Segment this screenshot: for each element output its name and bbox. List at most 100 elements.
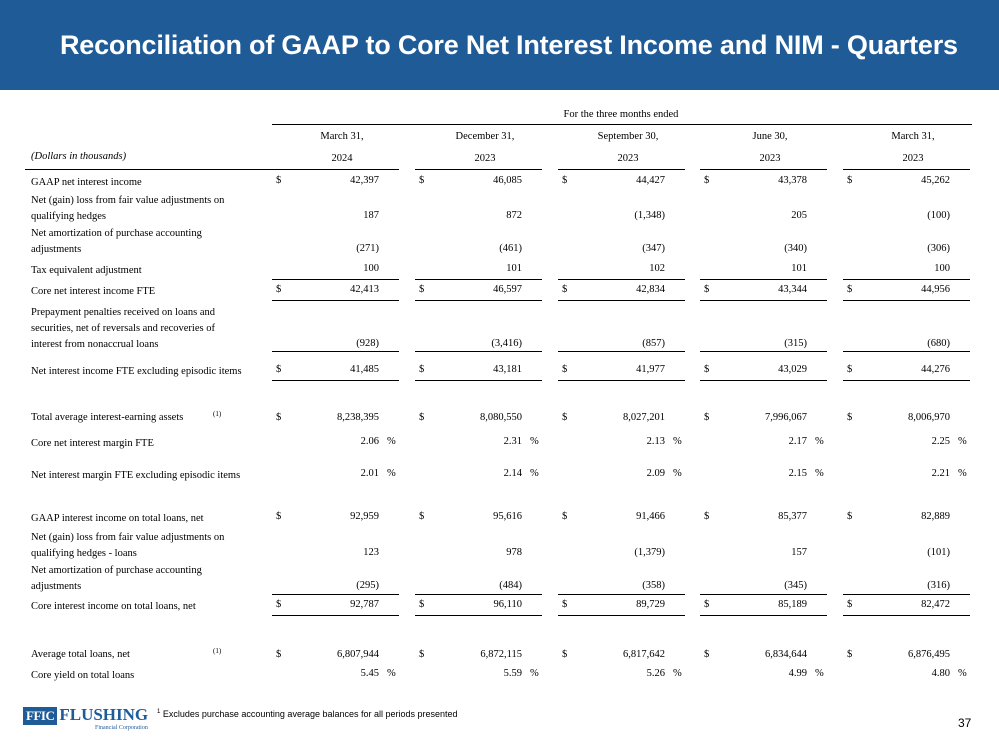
row-label-line: securities, net of reversals and recover…	[31, 323, 215, 334]
table-cell: 2.14	[503, 468, 522, 479]
currency-symbol: $	[704, 599, 710, 610]
table-cell: 5.26	[646, 668, 665, 679]
page-number: 37	[958, 716, 972, 730]
percent-sign: %	[387, 668, 396, 679]
row-footnote-mark: (1)	[213, 647, 222, 655]
percent-sign: %	[815, 468, 824, 479]
currency-symbol: $	[276, 412, 282, 423]
table-cell: 43,378	[778, 175, 807, 186]
table-cell: 2.13	[646, 436, 665, 447]
table-cell: (680)	[927, 338, 950, 349]
total-rule	[272, 615, 399, 616]
subtotal-rule	[558, 351, 685, 352]
row-label-line: Core yield on total loans	[31, 670, 135, 681]
table-cell: 2.01	[360, 468, 379, 479]
table-cell: (306)	[927, 243, 950, 254]
subtotal-rule	[558, 279, 685, 280]
percent-sign: %	[673, 436, 682, 447]
currency-symbol: $	[419, 599, 425, 610]
table-cell: 2.21	[931, 468, 950, 479]
table-cell: 102	[649, 263, 665, 274]
column-year: 2023	[617, 153, 639, 164]
row-label-line: qualifying hedges	[31, 211, 106, 222]
currency-symbol: $	[419, 284, 425, 295]
subtotal-rule	[843, 594, 970, 595]
currency-symbol: $	[704, 284, 710, 295]
title-banner: Reconciliation of GAAP to Core Net Inter…	[0, 0, 999, 90]
table-cell: 92,787	[350, 599, 379, 610]
percent-sign: %	[673, 668, 682, 679]
table-cell: (345)	[784, 580, 807, 591]
currency-symbol: $	[562, 649, 568, 660]
row-label-line: Core net interest margin FTE	[31, 438, 154, 449]
percent-sign: %	[815, 436, 824, 447]
total-rule	[558, 615, 685, 616]
currency-symbol: $	[276, 284, 282, 295]
percent-sign: %	[387, 436, 396, 447]
subtotal-rule	[415, 594, 542, 595]
total-rule	[700, 300, 827, 301]
column-date: March 31,	[891, 131, 935, 142]
row-label-line: Total average interest-earning assets	[31, 412, 184, 423]
table-cell: (358)	[642, 580, 665, 591]
row-label-line: Tax equivalent adjustment	[31, 265, 142, 276]
currency-symbol: $	[276, 364, 282, 375]
row-label: Net amortization of purchase accounting a…	[31, 563, 202, 595]
column-header-rule	[415, 169, 542, 170]
table-cell: (100)	[927, 210, 950, 221]
currency-symbol: $	[704, 649, 710, 660]
subtotal-rule	[272, 351, 399, 352]
table-cell: (928)	[356, 338, 379, 349]
percent-sign: %	[387, 468, 396, 479]
row-label-line: Net (gain) loss from fair value adjustme…	[31, 532, 225, 543]
currency-symbol: $	[562, 412, 568, 423]
table-cell: 7,996,067	[765, 412, 807, 423]
currency-symbol: $	[847, 175, 853, 186]
table-cell: 85,189	[778, 599, 807, 610]
table-cell: 8,027,201	[623, 412, 665, 423]
currency-symbol: $	[704, 364, 710, 375]
subtotal-rule	[415, 351, 542, 352]
row-label-line: GAAP net interest income	[31, 177, 142, 188]
row-label-line: Net amortization of purchase accounting	[31, 228, 202, 239]
table-cell: 41,485	[350, 364, 379, 375]
table-cell: 42,413	[350, 284, 379, 295]
table-cell: (484)	[499, 580, 522, 591]
row-label: Net amortization of purchase accounting a…	[31, 226, 202, 258]
table-cell: 2.06	[360, 436, 379, 447]
logo-flushing: FLUSHING	[59, 705, 149, 724]
table-cell: 91,466	[636, 511, 665, 522]
table-cell: 123	[363, 547, 379, 558]
total-rule	[558, 300, 685, 301]
currency-symbol: $	[419, 511, 425, 522]
percent-sign: %	[958, 468, 967, 479]
table-cell: 6,807,944	[337, 649, 379, 660]
currency-symbol: $	[419, 364, 425, 375]
row-label: Core net interest income FTE	[31, 284, 155, 300]
table-cell: 89,729	[636, 599, 665, 610]
row-label-line: adjustments	[31, 581, 82, 592]
currency-symbol: $	[562, 511, 568, 522]
currency-symbol: $	[704, 412, 710, 423]
table-cell: 2.15	[788, 468, 807, 479]
subtotal-rule	[558, 594, 685, 595]
currency-symbol: $	[419, 412, 425, 423]
footnote-mark: 1	[157, 709, 161, 715]
table-cell: 44,427	[636, 175, 665, 186]
table-cell: 82,889	[921, 511, 950, 522]
logo-ffic: FFIC	[23, 707, 58, 725]
row-label-line: Net interest income FTE excluding episod…	[31, 366, 242, 377]
table-cell: (1,348)	[634, 210, 665, 221]
table-cell: 4.80	[931, 668, 950, 679]
table-cell: 82,472	[921, 599, 950, 610]
column-header-rule	[700, 169, 827, 170]
row-label-line: GAAP interest income on total loans, net	[31, 513, 204, 524]
column-header-rule	[272, 169, 399, 170]
table-cell: (1,379)	[634, 547, 665, 558]
currency-symbol: $	[847, 284, 853, 295]
currency-symbol: $	[562, 175, 568, 186]
currency-symbol: $	[419, 649, 425, 660]
table-cell: 41,977	[636, 364, 665, 375]
row-label: Prepayment penalties received on loans a…	[31, 305, 215, 353]
table-cell: 44,276	[921, 364, 950, 375]
